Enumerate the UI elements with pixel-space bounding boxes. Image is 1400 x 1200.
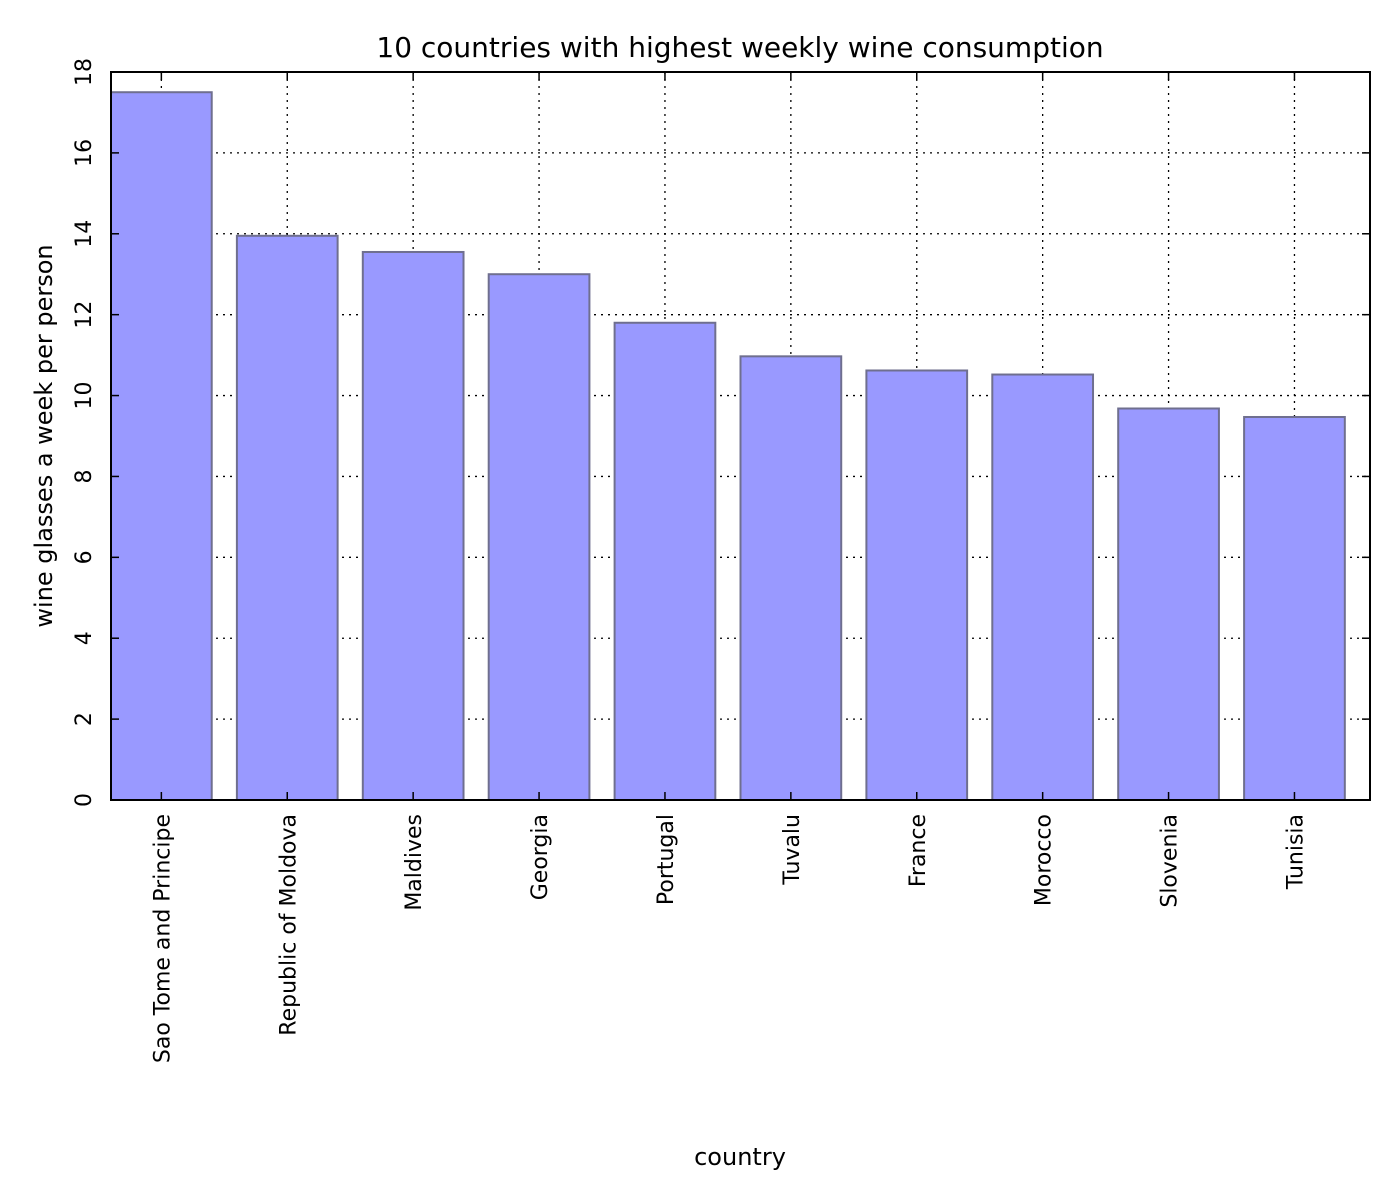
x-tick-label: Tunisia <box>1283 814 1308 890</box>
x-tick-label: Portugal <box>654 814 679 905</box>
y-tick-label: 8 <box>72 469 97 483</box>
y-tick-labels: 0 2 4 6 8 10 12 14 16 18 <box>72 58 97 807</box>
y-tick-label: 4 <box>72 631 97 645</box>
y-tick-label: 18 <box>72 58 97 86</box>
x-tick-label: Georgia <box>528 814 553 900</box>
bar-sao-tome-and-principe <box>110 91 213 801</box>
x-tick-label: Maldives <box>402 814 427 911</box>
bar-tunisia <box>1243 415 1346 801</box>
y-tick-label: 16 <box>72 139 97 167</box>
x-tick-label: Sao Tome and Principe <box>150 814 175 1063</box>
bar-france <box>865 369 969 801</box>
y-tick-label: 6 <box>72 550 97 564</box>
plot-frame <box>110 71 1371 801</box>
bar-tuvalu <box>739 355 843 801</box>
x-tick-label: Morocco <box>1032 814 1057 906</box>
y-tick-label: 12 <box>72 301 97 329</box>
x-tick-label: France <box>906 814 931 887</box>
y-tick-label: 10 <box>72 382 97 410</box>
bars <box>110 91 1346 802</box>
y-tick-label: 0 <box>72 793 97 807</box>
x-tick-label: Slovenia <box>1158 814 1183 908</box>
y-axis-label: wine glasses a week per person <box>30 244 58 627</box>
y-tick-label: 14 <box>72 220 97 248</box>
chart-title: 10 countries with highest weekly wine co… <box>376 31 1103 64</box>
bar-georgia <box>487 273 591 801</box>
x-axis-label: country <box>694 1143 786 1171</box>
x-tick-label: Republic of Moldova <box>276 814 301 1036</box>
bar-portugal <box>613 321 717 801</box>
axis-ticks <box>111 71 1370 801</box>
bar-republic-of-moldova <box>235 234 339 802</box>
bar-slovenia <box>1117 407 1220 801</box>
bar-morocco <box>991 373 1095 801</box>
x-tick-labels: Sao Tome and Principe Republic of Moldova… <box>150 814 1308 1063</box>
bar-maldives <box>361 250 465 801</box>
y-tick-label: 2 <box>72 712 97 726</box>
x-tick-label: Tuvalu <box>780 814 805 886</box>
